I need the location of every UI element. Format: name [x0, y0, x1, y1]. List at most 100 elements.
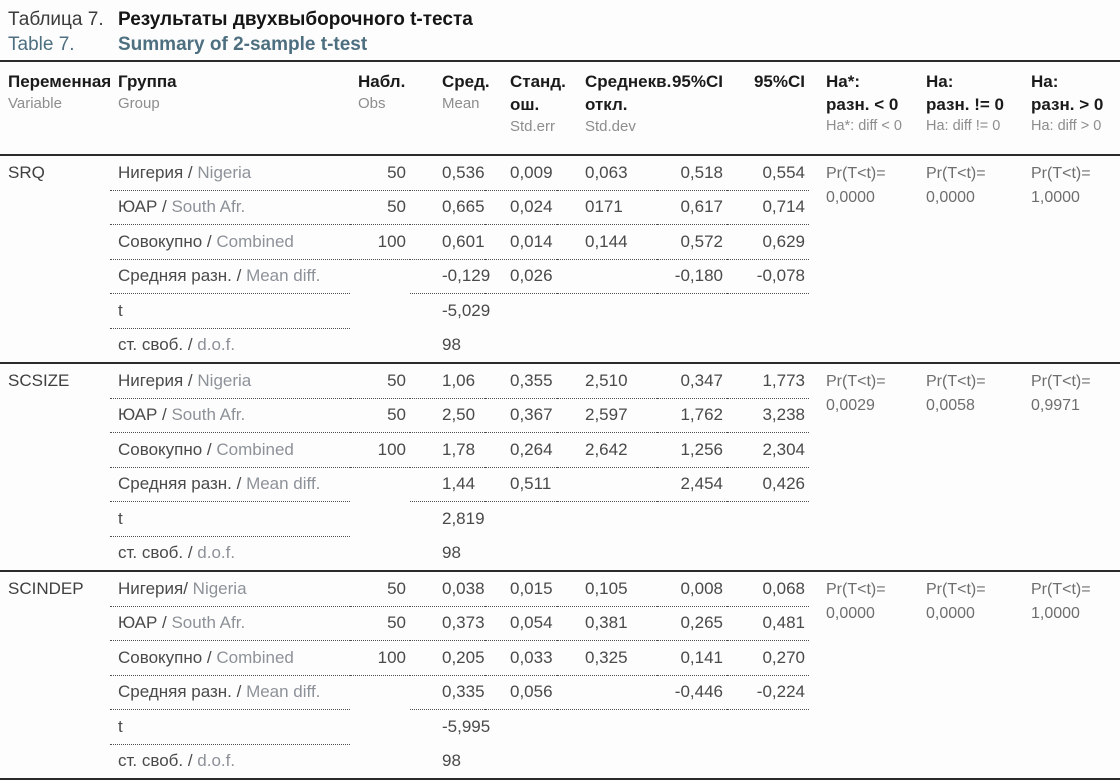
- table-row: t 2,819: [0, 501, 1120, 537]
- header-label-ru: ош.: [510, 95, 540, 114]
- std_err-cell: 0,056: [485, 675, 557, 710]
- column-header-ha_gt: На: разн. > 0 Ha: diff > 0: [1014, 61, 1120, 156]
- group-label-ru: Нигерия/: [118, 578, 188, 598]
- variable-cell: SCSIZE: [0, 363, 110, 572]
- table-header: Переменная Variable Группа Group Набл. Obs Сре…: [0, 61, 1120, 156]
- header-label-ru: откл.: [585, 95, 628, 114]
- std_dev-cell: 2,597: [557, 398, 657, 433]
- variable-cell: SRQ: [0, 155, 110, 364]
- ci_high-cell: -0,224: [727, 675, 809, 710]
- std_err-cell: 0,014: [485, 224, 557, 260]
- group-cell: Средняя разн. / Mean diff.: [110, 259, 350, 294]
- header-row: Переменная Variable Группа Group Набл. Obs Сре…: [0, 61, 1120, 156]
- column-header-mean: Сред. Mean: [410, 61, 490, 156]
- mean-cell: 98: [410, 536, 485, 572]
- header-label-en: Std.dev: [585, 118, 636, 135]
- table-title-text-en: Summary of 2-sample t-test: [118, 34, 368, 55]
- column-header-ha_ne: На: разн. != 0 Ha: diff != 0: [909, 61, 1014, 156]
- obs-cell: [350, 328, 410, 364]
- group-cell: ЮАР / South Afr.: [110, 190, 350, 225]
- mean-cell: 0,038: [410, 571, 485, 607]
- obs-cell: 50: [350, 363, 410, 399]
- table-row: ЮАР / South Afr. 50 0,373 0,054 0,381 0,265 0,…: [0, 606, 1120, 641]
- p-value-number: 1,0000: [1031, 189, 1080, 206]
- ci_low-cell: 0,347: [657, 363, 727, 399]
- ci_high-cell: [727, 502, 809, 537]
- mean-cell: 0,205: [410, 640, 485, 676]
- ci_high-cell: 0,426: [727, 467, 809, 502]
- std_err-cell: [485, 502, 557, 537]
- group-label-ru: Совокупно /: [118, 647, 212, 667]
- group-label-ru: ЮАР /: [118, 613, 167, 633]
- group-label-en: Combined: [216, 647, 294, 667]
- table-row: Средняя разн. / Mean diff. 1,44 0,511 2,454…: [0, 467, 1120, 502]
- obs-cell: [350, 675, 410, 710]
- p-value-label: Pr(T<t)=: [826, 165, 886, 182]
- header-label-ru: На*:: [826, 72, 861, 91]
- std_err-cell: 0,054: [485, 606, 557, 641]
- header-label-ru: Станд.: [510, 72, 566, 91]
- group-label-en: Nigeria: [192, 578, 247, 598]
- header-label-en: Ha: diff > 0: [1031, 118, 1102, 134]
- obs-cell: [350, 536, 410, 572]
- group-label-en: South Afr.: [171, 197, 246, 217]
- column-header-ci_low: 95%CI: [657, 61, 727, 156]
- obs-cell: 100: [350, 432, 410, 468]
- p-value-number: 0,0000: [926, 189, 975, 206]
- group-label-ru: t: [118, 300, 123, 320]
- std_err-cell: 0,015: [485, 571, 557, 607]
- ci_high-cell: 3,238: [727, 398, 809, 433]
- std_err-cell: [485, 328, 557, 364]
- header-label-en: Variable: [8, 95, 62, 112]
- p-value-label: Pr(T<t)=: [926, 165, 986, 182]
- obs-cell: 50: [350, 155, 410, 191]
- header-label-ru: Сред.: [442, 72, 490, 91]
- std_dev-cell: 0,063: [557, 155, 657, 191]
- ci_low-cell: [657, 328, 727, 364]
- p-value-cell-ha_gt: Pr(T<t)= 1,0000: [1014, 155, 1120, 364]
- p-value-cell-ha_ne: Pr(T<t)= 0,0058: [909, 363, 1014, 572]
- mean-cell: 0,373: [410, 606, 485, 641]
- p-value-cell-ha_lt: Pr(T<t)= 0,0000: [809, 571, 909, 780]
- group-label-en: Mean diff.: [246, 474, 321, 494]
- group-label-en: South Afr.: [171, 613, 246, 633]
- header-label-en: Ha*: diff < 0: [826, 118, 902, 134]
- obs-cell: [350, 259, 410, 294]
- header-label-ru: Набл.: [358, 72, 406, 91]
- column-header-obs: Набл. Obs: [350, 61, 410, 156]
- header-label-ru: Группа: [118, 72, 177, 91]
- header-label-en: Std.err: [510, 118, 556, 135]
- header-label-ru: Переменная: [8, 72, 112, 91]
- group-label-ru: ЮАР /: [118, 405, 167, 425]
- std_dev-cell: 0,105: [557, 571, 657, 607]
- std_dev-cell: 0171: [557, 190, 657, 225]
- mean-cell: 2,819: [442, 509, 485, 528]
- ci_low-cell: 0,265: [657, 606, 727, 641]
- group-label-ru: Нигерия /: [118, 162, 193, 182]
- ci_low-cell: [657, 536, 727, 572]
- ci_low-cell: 0,572: [657, 224, 727, 260]
- mean-cell: 98: [410, 328, 485, 364]
- header-label-en: Obs: [358, 95, 386, 112]
- ci_high-cell: [727, 536, 809, 572]
- table-number-ru: Таблица 7.: [8, 9, 104, 30]
- ci_low-cell: 1,762: [657, 398, 727, 433]
- header-label-ru: разн. > 0: [1031, 95, 1104, 114]
- group-label-ru: t: [118, 508, 123, 528]
- ci_low-cell: 0,518: [657, 155, 727, 191]
- table-row: ЮАР / South Afr. 50 2,50 0,367 2,597 1,762 3,2…: [0, 398, 1120, 433]
- ci_low-cell: [657, 502, 727, 537]
- mean-cell: 1,06: [410, 363, 485, 399]
- table-row: Средняя разн. / Mean diff. -0,129 0,026 -0,…: [0, 259, 1120, 294]
- group-cell: Средняя разн. / Mean diff.: [110, 467, 350, 502]
- std_err-cell: 0,026: [485, 259, 557, 294]
- ci_low-cell: 0,617: [657, 190, 727, 225]
- group-cell: Нигерия / Nigeria: [110, 363, 350, 399]
- p-value-cell-ha_ne: Pr(T<t)= 0,0000: [909, 155, 1014, 364]
- group-cell: Совокупно / Combined: [110, 224, 350, 260]
- group-label-ru: ст. своб. /: [118, 543, 193, 563]
- group-label-en: d.o.f.: [197, 751, 236, 771]
- p-value-label: Pr(T<t)=: [1031, 581, 1091, 598]
- group-label-ru: Совокупно /: [118, 231, 212, 251]
